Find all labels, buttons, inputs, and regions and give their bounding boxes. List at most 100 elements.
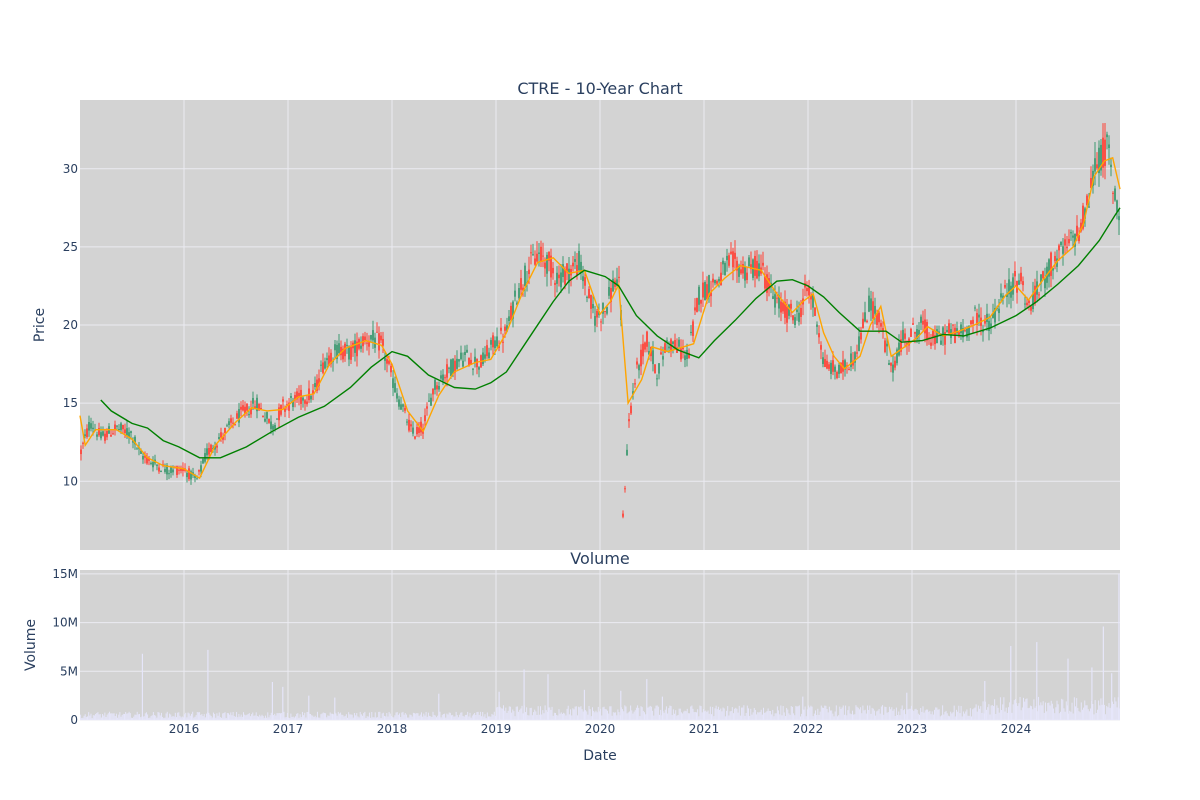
candle-body (372, 330, 374, 341)
candle-body (508, 316, 510, 322)
candle-body (574, 259, 576, 262)
candle-body (250, 408, 252, 415)
candle-body (844, 360, 846, 370)
candle-body (922, 320, 924, 325)
candle-body (878, 312, 880, 323)
candle-body (762, 262, 764, 266)
candle-body (232, 422, 234, 424)
candle-body (816, 324, 818, 327)
candle-body (370, 335, 372, 340)
candle-body (658, 363, 660, 374)
candle-body (1034, 285, 1036, 304)
candle-body (982, 330, 984, 333)
candle-body (390, 365, 392, 373)
candle-body (706, 284, 708, 300)
candle-body (688, 352, 690, 359)
date-axis-title: Date (583, 748, 616, 764)
candle-body (646, 331, 648, 347)
candle-body (214, 446, 216, 450)
candle-body (120, 423, 122, 431)
volume-y-tick-label: 10M (52, 616, 78, 630)
candle-body (998, 308, 1000, 314)
candle-body (796, 309, 798, 312)
candle-body (254, 406, 256, 409)
candle-body (778, 295, 780, 309)
candle-body (1022, 281, 1024, 286)
candle-body (454, 360, 456, 373)
candle-body (578, 250, 580, 271)
candle-body (114, 424, 116, 430)
moving-average-long-line (100, 207, 1121, 459)
date-x-tick-label: 2023 (897, 722, 928, 736)
candle-body (528, 269, 530, 275)
candle-body (666, 340, 668, 342)
candle-body (720, 272, 722, 286)
candle-body (590, 294, 592, 309)
candle-body (1108, 144, 1110, 149)
candle-body (1094, 158, 1096, 172)
candle-body (276, 418, 278, 420)
candle-body (456, 358, 458, 369)
candle-body (1112, 192, 1114, 194)
candle-body (680, 348, 682, 360)
candle-body (892, 364, 894, 373)
candle-body (348, 346, 350, 360)
candle-body (606, 306, 608, 314)
candle-body (724, 262, 726, 276)
candle-body (924, 319, 926, 334)
candle-body (102, 431, 104, 436)
candle-body (1032, 293, 1034, 310)
candle-body (292, 400, 294, 408)
volume-gridlines (80, 570, 1120, 721)
candle-body (776, 297, 778, 299)
candle-body (714, 279, 716, 284)
candle-body (440, 375, 442, 379)
date-x-tick-label: 2022 (793, 722, 824, 736)
candle-body (264, 418, 266, 422)
candle-body (604, 310, 606, 312)
candle-body (290, 396, 292, 398)
candle-body (430, 397, 432, 406)
candle-body (344, 343, 346, 357)
candle-body (188, 468, 190, 480)
candle-body (126, 428, 128, 436)
candle-body (340, 346, 342, 356)
candle-body (722, 260, 724, 265)
volume-y-tick-label: 0 (70, 713, 78, 727)
candle-body (964, 330, 966, 332)
candle-body (674, 340, 676, 350)
candle-body (1026, 302, 1028, 306)
candle-body (682, 347, 684, 350)
candle-body (942, 327, 944, 337)
candle-body (160, 471, 162, 473)
candle-body (850, 353, 852, 368)
candle-body (524, 265, 526, 287)
candle-body (516, 302, 518, 305)
candle-body (286, 404, 288, 406)
candle-body (1012, 277, 1014, 295)
candle-body (632, 391, 634, 395)
candle-body (948, 323, 950, 334)
candle-body (84, 434, 86, 437)
candle-body (148, 457, 150, 461)
candle-body (678, 339, 680, 347)
candle-body (612, 278, 614, 292)
candle-body (438, 385, 440, 390)
candle-body (476, 358, 478, 368)
candle-body (534, 258, 536, 265)
candle-body (884, 340, 886, 353)
candle-body (406, 421, 408, 423)
candle-body (266, 412, 268, 419)
candle-body (572, 262, 574, 267)
candle-body (420, 421, 422, 433)
candle-body (426, 406, 428, 409)
candle-body (824, 359, 826, 368)
candle-body (716, 280, 718, 284)
candle-body (994, 308, 996, 323)
candle-body (1048, 259, 1050, 277)
candle-body (668, 346, 670, 349)
candle-body (274, 424, 276, 429)
candle-body (836, 371, 838, 379)
candle-body (966, 328, 968, 338)
candle-body (1044, 278, 1046, 289)
